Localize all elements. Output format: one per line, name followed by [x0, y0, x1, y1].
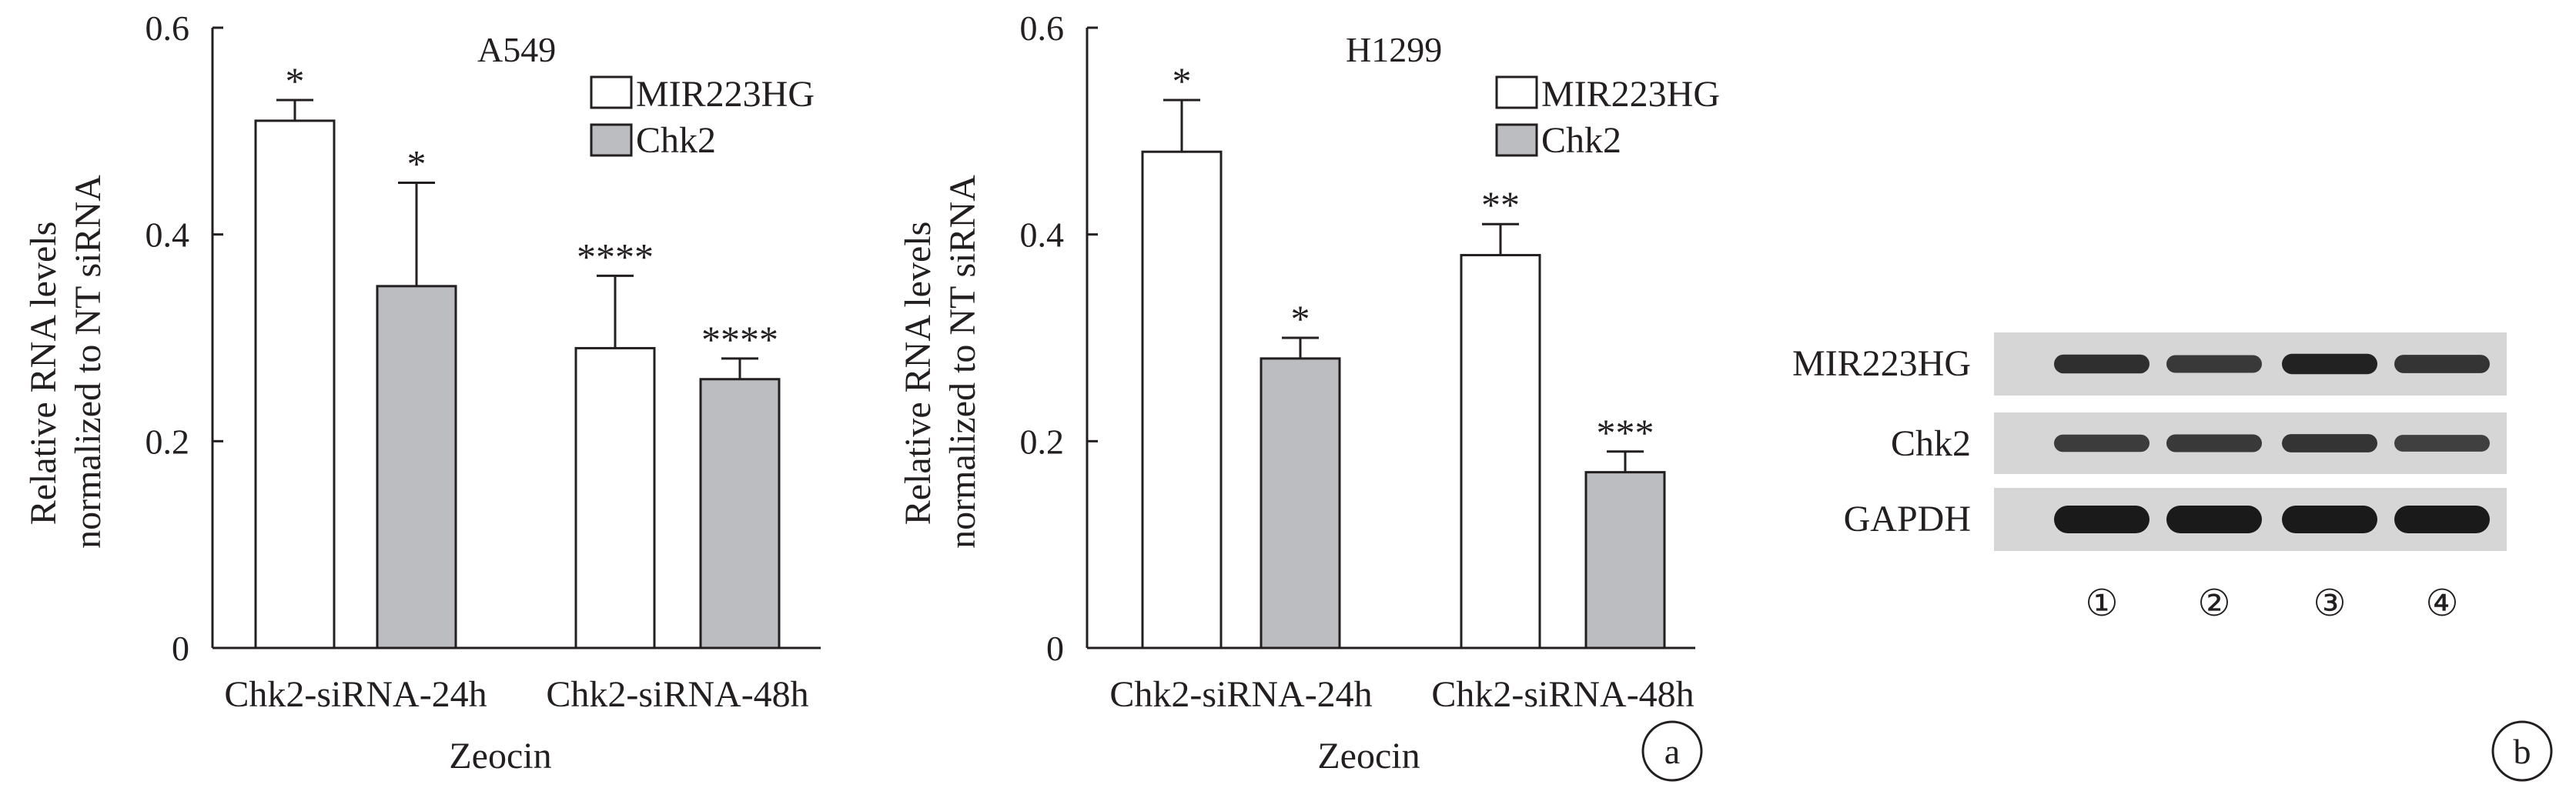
x-tick-label: Chk2-siRNA-24h: [1109, 674, 1372, 715]
y-tick-label: 0.2: [1020, 422, 1065, 461]
panel-label-a-circle: [1641, 720, 1703, 782]
blot-band: [2054, 434, 2149, 452]
bar: [1584, 471, 1666, 649]
y-tick-label: 0: [172, 629, 189, 668]
blot-row-label: GAPDH: [1844, 499, 1971, 539]
blot-band: [2166, 355, 2262, 373]
legend-swatch-mirna: [590, 75, 633, 109]
significance-marker: *: [286, 59, 305, 102]
blot-strips: [1994, 332, 2507, 551]
blot-band: [2394, 506, 2490, 533]
blot-band: [2394, 355, 2490, 373]
chart-legend: MIR223HG Chk2: [590, 74, 815, 161]
blot-row-label: MIR223HG: [1792, 343, 1971, 384]
y-tick-label: 0.2: [146, 422, 190, 461]
significance-marker: ****: [577, 235, 654, 278]
y-axis-label-line2: normalized to NT siRNA: [942, 175, 983, 549]
y-tick-label: 0.6: [146, 8, 190, 48]
legend-label-chk2: Chk2: [1541, 120, 1621, 161]
panel-label-a: a: [1641, 720, 1703, 782]
bar: [699, 378, 781, 649]
legend-label-mirna: MIR223HG: [1541, 74, 1720, 115]
x-tick-label: Chk2-siRNA-48h: [1431, 674, 1694, 715]
significance-marker: **: [1481, 183, 1520, 226]
blot-band: [2054, 354, 2149, 374]
legend-swatch-mirna: [1495, 75, 1538, 109]
significance-marker: *: [1173, 59, 1192, 102]
x-tick-label: Chk2-siRNA-24h: [224, 674, 487, 715]
lane-label: ④: [2425, 583, 2458, 624]
lane-label: ②: [2197, 583, 2230, 624]
significance-marker: *: [407, 142, 427, 185]
x-tick-label: Chk2-siRNA-48h: [546, 674, 808, 715]
panel-label-a-text: a: [1664, 732, 1680, 771]
blot-band: [2282, 434, 2377, 452]
y-tick-label: 0.6: [1020, 8, 1065, 48]
bar: [254, 119, 336, 649]
bar: [1260, 357, 1341, 649]
blot-band: [2166, 506, 2262, 533]
blot-band: [2282, 506, 2377, 533]
y-axis-label-line1: Relative RNA levels: [23, 222, 64, 526]
lane-label: ③: [2313, 583, 2346, 624]
blot-band: [2394, 435, 2490, 452]
legend-label-mirna: MIR223HG: [636, 74, 815, 115]
blot-band: [2282, 353, 2377, 375]
blot-band: [2166, 434, 2262, 452]
legend-label-chk2: Chk2: [636, 120, 716, 161]
significance-marker: *: [1291, 297, 1310, 340]
y-tick-label: 0.4: [1020, 215, 1065, 255]
y-tick-label: 0: [1046, 629, 1064, 668]
panel-label-b-text: b: [2514, 732, 2531, 771]
legend-swatch-chk2: [590, 123, 633, 157]
chart-title: H1299: [1346, 30, 1442, 69]
legend-swatch-chk2: [1495, 123, 1538, 157]
significance-marker: ***: [1597, 411, 1654, 454]
chart-title: A549: [477, 30, 556, 69]
y-tick-label: 0.4: [146, 215, 190, 255]
bar: [1460, 254, 1541, 649]
panel-label-b: b: [2491, 720, 2553, 782]
lane-label: ①: [2085, 583, 2118, 624]
western-blot: MIR223HG Chk2 GAPDH ① ② ③ ④: [1792, 332, 2507, 624]
chart-legend: MIR223HG Chk2: [1495, 74, 1720, 161]
bar: [1141, 150, 1223, 649]
bar: [574, 346, 656, 649]
y-axis-label-line1: Relative RNA levels: [898, 222, 938, 526]
y-axis-label-line2: normalized to NT siRNA: [68, 175, 109, 549]
blot-band: [2054, 506, 2149, 533]
chart-a549: A549 Relative RNA levels normalized to N…: [23, 8, 821, 776]
x-axis-label: Zeocin: [1317, 736, 1420, 776]
bar: [376, 285, 457, 649]
chart-h1299: H1299 Relative RNA levels normalized to …: [898, 8, 1720, 776]
significance-marker: ****: [701, 318, 778, 361]
panel-label-b-circle: [2491, 720, 2553, 782]
blot-row-label: Chk2: [1891, 423, 1971, 464]
x-axis-label: Zeocin: [449, 736, 551, 776]
